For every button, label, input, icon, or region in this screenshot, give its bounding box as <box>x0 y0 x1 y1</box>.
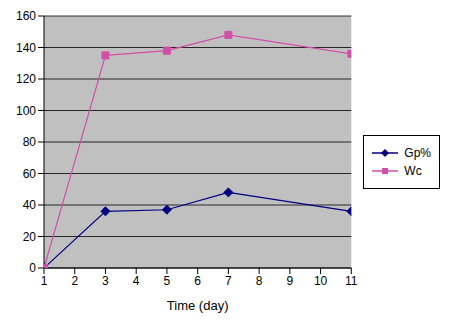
svg-text:20: 20 <box>23 230 37 244</box>
svg-text:60: 60 <box>23 167 37 181</box>
svg-text:4: 4 <box>133 274 140 288</box>
svg-text:1: 1 <box>41 274 48 288</box>
svg-text:120: 120 <box>16 72 36 86</box>
svg-text:140: 140 <box>16 41 36 55</box>
svg-text:80: 80 <box>23 135 37 149</box>
svg-text:5: 5 <box>164 274 171 288</box>
svg-text:40: 40 <box>23 198 37 212</box>
svg-text:2: 2 <box>71 274 78 288</box>
svg-text:Time (day): Time (day) <box>167 298 229 313</box>
html-text:Gp%: Gp% <box>404 146 431 160</box>
svg-text:0: 0 <box>29 261 36 275</box>
svg-text:7: 7 <box>225 274 232 288</box>
svg-text:6: 6 <box>194 274 201 288</box>
svg-text:3: 3 <box>102 274 109 288</box>
svg-text:100: 100 <box>16 104 36 118</box>
svg-text:10: 10 <box>314 274 328 288</box>
html-text:Wc: Wc <box>404 164 422 178</box>
svg-text:160: 160 <box>16 9 36 23</box>
svg-text:11: 11 <box>345 274 358 288</box>
svg-text:8: 8 <box>256 274 263 288</box>
svg-text:9: 9 <box>287 274 294 288</box>
